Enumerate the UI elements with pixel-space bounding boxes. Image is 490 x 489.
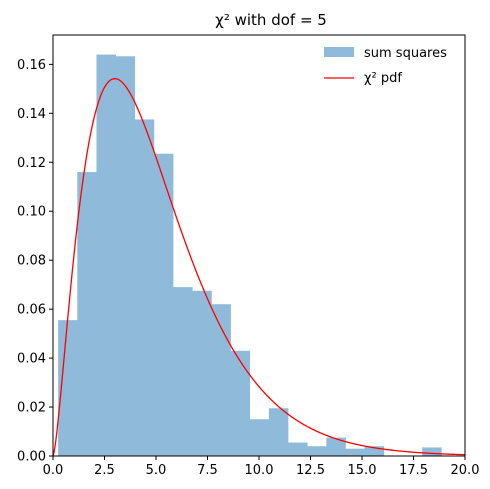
histogram-bar (58, 320, 78, 456)
x-tick-label: 15.0 (348, 463, 377, 478)
histogram-bar (288, 442, 308, 456)
legend-swatch-sum-squares (324, 47, 354, 57)
y-tick-label: 0.08 (17, 254, 46, 269)
histogram-bar (134, 119, 155, 456)
legend-label-sum-squares: sum squares (364, 46, 447, 61)
x-tick-label: 20.0 (451, 463, 480, 478)
x-tick-label: 5.0 (146, 463, 167, 478)
y-tick-label: 0.00 (17, 450, 46, 465)
x-tick-label: 17.5 (399, 463, 428, 478)
histogram-bar (326, 437, 346, 456)
x-tick-label: 7.5 (197, 463, 218, 478)
histogram-bar (173, 287, 193, 456)
histogram-bar (307, 446, 327, 456)
histogram-bar (192, 290, 212, 456)
legend: sum squares χ² pdf (324, 46, 447, 86)
y-tick-label: 0.14 (17, 107, 46, 122)
legend-label-pdf: χ² pdf (364, 71, 402, 86)
chi-squared-pdf-line (52, 77, 466, 457)
chart-title: χ² with dof = 5 (215, 11, 327, 29)
x-tick-label: 10.0 (245, 463, 274, 478)
y-tick-label: 0.02 (17, 401, 46, 416)
y-tick-label: 0.06 (17, 303, 46, 318)
histogram-bar (115, 56, 136, 456)
histogram-bar (268, 408, 289, 456)
histogram-bar (77, 172, 97, 456)
histogram-bars (58, 54, 442, 456)
histogram-bar (153, 153, 174, 456)
x-tick-label: 12.5 (296, 463, 325, 478)
histogram-bar (422, 447, 442, 456)
x-axis-ticks: 0.0 2.5 5.0 7.5 10.0 12.5 15.0 17.5 20.0 (43, 456, 480, 478)
histogram-bar (211, 304, 231, 456)
x-tick-label: 0.0 (43, 463, 64, 478)
y-tick-label: 0.10 (17, 205, 46, 220)
y-tick-label: 0.16 (17, 58, 46, 73)
histogram-bar (249, 419, 270, 456)
histogram-bar (345, 448, 365, 456)
histogram-bar (96, 54, 116, 456)
y-tick-label: 0.12 (17, 156, 46, 171)
y-axis-ticks: 0.00 0.02 0.04 0.06 0.08 0.10 0.12 0.14 0.16 (17, 58, 53, 465)
y-tick-label: 0.04 (17, 352, 46, 367)
x-tick-label: 2.5 (94, 463, 115, 478)
histogram-bar (364, 446, 385, 456)
histogram-bar (230, 350, 251, 456)
